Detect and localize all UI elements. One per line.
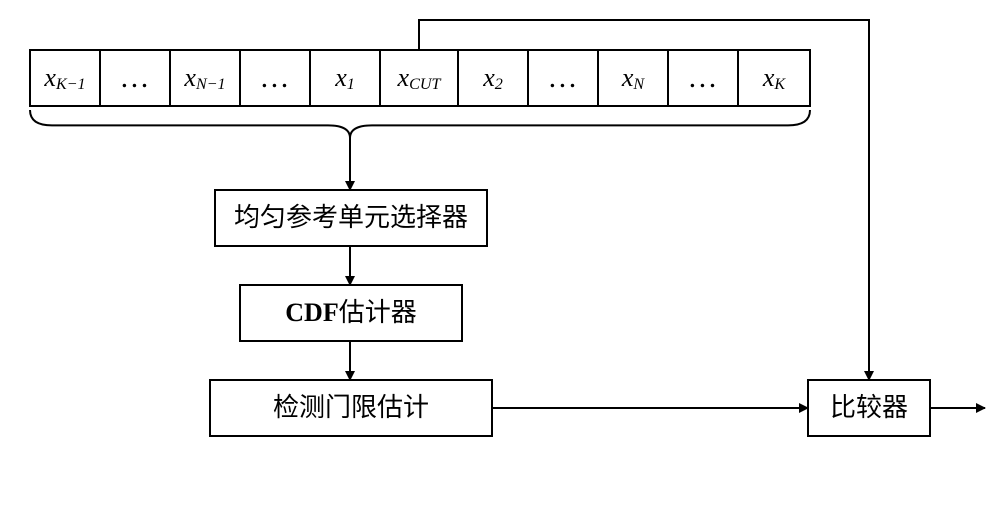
cell-dots-3: … xyxy=(262,61,289,94)
cell-dots-1: … xyxy=(122,61,149,94)
node-label-cdf: CDF估计器 xyxy=(285,298,416,327)
node-label-comparator: 比较器 xyxy=(830,393,908,422)
cell-dots-9: … xyxy=(690,61,717,94)
brace-under-cells xyxy=(30,110,810,138)
node-label-selector: 均匀参考单元选择器 xyxy=(234,203,468,232)
node-label-threshold: 检测门限估计 xyxy=(273,393,429,422)
cell-dots-7: … xyxy=(550,61,577,94)
